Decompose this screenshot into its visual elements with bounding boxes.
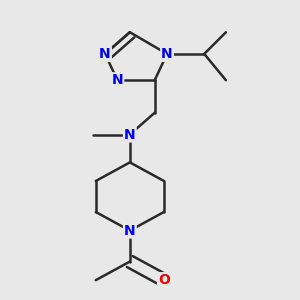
Text: O: O — [158, 273, 170, 287]
Text: N: N — [124, 224, 136, 238]
Text: N: N — [99, 47, 111, 61]
Text: N: N — [124, 128, 136, 142]
Text: N: N — [112, 73, 123, 87]
Text: N: N — [161, 47, 173, 61]
